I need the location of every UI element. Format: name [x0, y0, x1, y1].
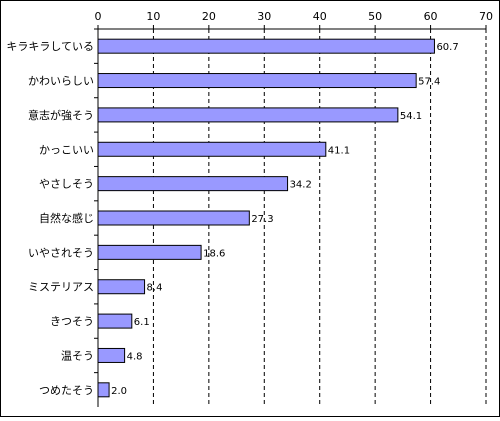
category-label: 自然な感じ	[39, 211, 94, 225]
category-label: 温そう	[61, 349, 94, 362]
x-tick-label: 10	[146, 10, 160, 23]
bar	[97, 313, 133, 329]
category-label: かっこいい	[39, 143, 94, 156]
x-tick-label: 60	[424, 10, 438, 23]
x-tick-label: 20	[202, 10, 216, 23]
bar	[97, 38, 435, 54]
data-label: 4.8	[127, 351, 143, 362]
x-tick-label: 50	[368, 10, 382, 23]
category-label: 意志が強そう	[28, 108, 94, 122]
data-label: 60.7	[436, 42, 458, 53]
bars	[97, 38, 435, 398]
grid-lines	[152, 29, 487, 407]
bar	[97, 73, 417, 89]
bar	[97, 347, 126, 363]
x-tick-label: 30	[257, 10, 271, 23]
bar	[97, 107, 399, 123]
x-tick-label: 40	[313, 10, 327, 23]
bar	[97, 382, 110, 398]
data-label: 2.0	[111, 386, 127, 397]
category-label: いやされそう	[28, 246, 94, 259]
bar	[97, 176, 289, 192]
category-label: きつそう	[50, 315, 94, 328]
data-label: 8.4	[147, 283, 163, 294]
data-label: 18.6	[203, 248, 225, 259]
category-label: キラキラしている	[6, 40, 94, 53]
bar	[97, 244, 202, 260]
data-label: 27.3	[251, 214, 273, 225]
labels: 0 10 20 30 40 50 60 70 キラキラしている 60.7 かわいらしい 57.4 意志が…	[6, 10, 493, 397]
bar	[97, 279, 146, 295]
x-tick-label: 70	[479, 10, 493, 23]
x-tick-label: 0	[95, 10, 102, 23]
category-label: つめたそう	[39, 384, 94, 397]
data-label: 54.1	[400, 111, 422, 122]
bar	[97, 210, 250, 226]
bar	[97, 141, 327, 157]
data-label: 41.1	[328, 145, 350, 156]
data-label: 34.2	[290, 180, 312, 191]
category-label: ミステリアス	[28, 281, 94, 294]
data-label: 57.4	[418, 77, 440, 88]
category-label: やさしそう	[39, 178, 94, 191]
category-label: かわいらしい	[28, 75, 94, 88]
axes	[94, 25, 487, 407]
data-label: 6.1	[134, 317, 150, 328]
